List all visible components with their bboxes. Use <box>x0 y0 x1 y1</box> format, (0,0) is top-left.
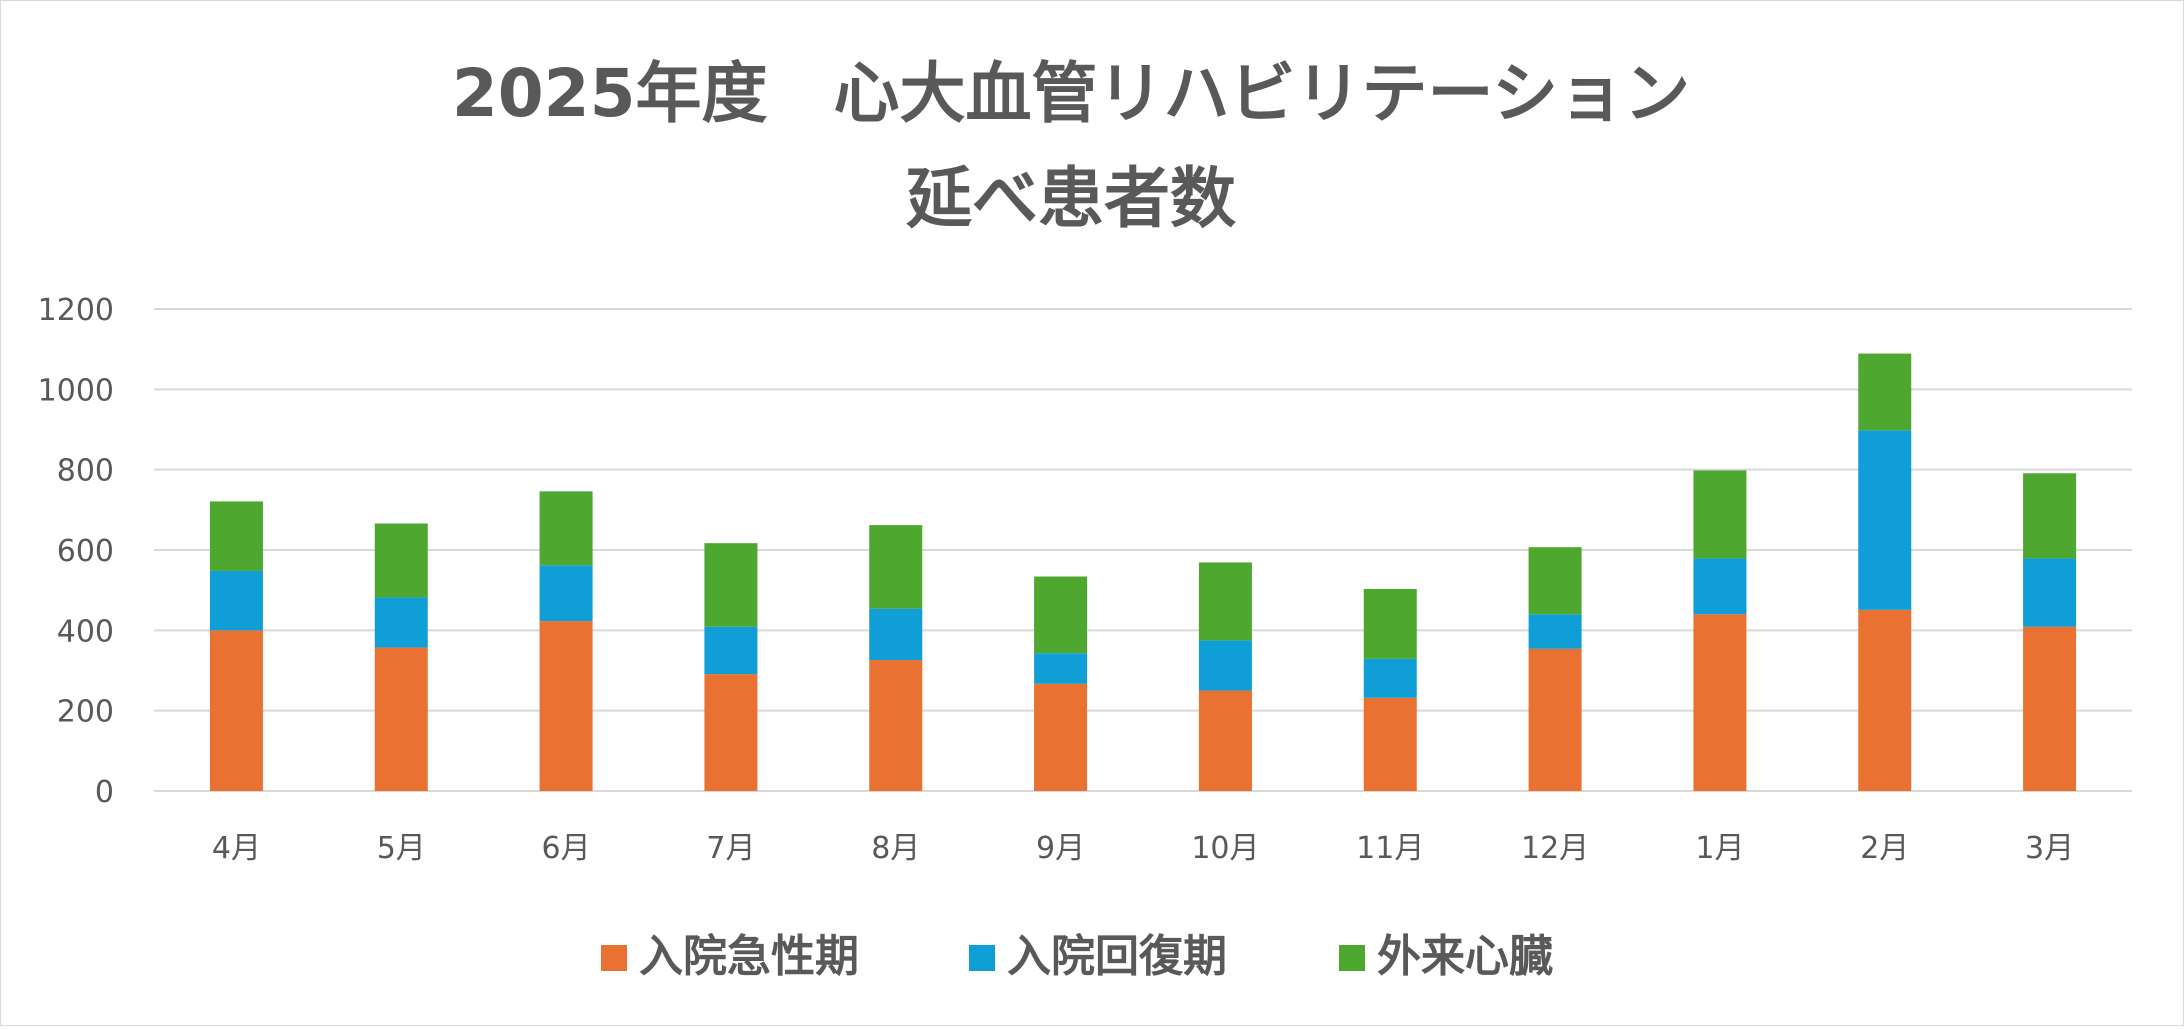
legend: 入院急性期 入院回復期 外来心臓 <box>601 931 1553 982</box>
x-axis-ticks: 4月 5月 6月 7月 8月 9月 10月 11月 12月 1月 2月 3月 <box>212 831 2074 866</box>
legend-swatch <box>601 945 627 971</box>
bar-入院急性期-6月 <box>539 621 593 791</box>
bar-外来心臓-1月 <box>1693 470 1747 559</box>
bar-入院回復期-3月 <box>2023 558 2077 627</box>
bar-入院急性期-3月 <box>2023 626 2077 791</box>
chart-title-line-1: 2025年度 心大血管リハビリテーション <box>452 55 1690 132</box>
bar-入院急性期-4月 <box>209 630 263 791</box>
x-tick-label: 5月 <box>377 831 426 866</box>
x-tick-label: 4月 <box>212 831 261 866</box>
bar-外来心臓-9月 <box>1034 576 1088 654</box>
bar-外来心臓-6月 <box>539 491 593 566</box>
bar-外来心臓-2月 <box>1858 353 1912 431</box>
bar-入院急性期-7月 <box>704 674 758 791</box>
bar-入院回復期-12月 <box>1528 614 1582 649</box>
bar-入院回復期-4月 <box>209 570 263 631</box>
y-tick-label: 1200 <box>38 293 114 328</box>
bar-入院急性期-5月 <box>374 647 428 791</box>
bar-外来心臓-5月 <box>374 523 428 598</box>
legend-label: 外来心臓 <box>1377 931 1553 982</box>
x-tick-label: 12月 <box>1521 831 1589 866</box>
x-tick-label: 10月 <box>1191 831 1259 866</box>
y-tick-label: 600 <box>57 534 114 569</box>
x-tick-label: 7月 <box>706 831 755 866</box>
chart-title-line-2: 延べ患者数 <box>906 160 1236 237</box>
bar-外来心臓-10月 <box>1198 562 1252 641</box>
legend-swatch <box>1339 945 1365 971</box>
bar-入院回復期-10月 <box>1198 640 1252 691</box>
bar-入院急性期-2月 <box>1858 609 1912 791</box>
bar-入院回復期-7月 <box>704 626 758 675</box>
bar-入院回復期-6月 <box>539 565 593 622</box>
legend-swatch <box>969 945 995 971</box>
bar-入院回復期-2月 <box>1858 430 1912 610</box>
x-tick-label: 1月 <box>1695 831 1744 866</box>
bar-外来心臓-12月 <box>1528 547 1582 615</box>
y-tick-label: 400 <box>57 614 114 649</box>
x-tick-label: 6月 <box>542 831 591 866</box>
gridlines <box>154 308 2132 792</box>
bar-入院回復期-1月 <box>1693 558 1747 615</box>
x-tick-label: 8月 <box>871 831 920 866</box>
legend-label: 入院回復期 <box>1007 931 1227 982</box>
x-tick-label: 11月 <box>1356 831 1424 866</box>
x-tick-label: 3月 <box>2025 831 2074 866</box>
bar-入院回復期-11月 <box>1363 658 1417 698</box>
bar-外来心臓-11月 <box>1363 588 1417 659</box>
bar-入院回復期-5月 <box>374 597 428 648</box>
x-tick-label: 2月 <box>1860 831 1909 866</box>
bars <box>209 353 2077 791</box>
bar-外来心臓-8月 <box>869 525 923 609</box>
y-tick-label: 200 <box>57 695 114 730</box>
y-tick-label: 800 <box>57 454 114 489</box>
bar-入院回復期-9月 <box>1034 653 1088 684</box>
x-tick-label: 9月 <box>1036 831 1085 866</box>
legend-label: 入院急性期 <box>639 931 859 982</box>
bar-入院急性期-1月 <box>1693 614 1747 791</box>
y-tick-label: 1000 <box>38 373 114 408</box>
y-tick-label: 0 <box>95 775 114 810</box>
bar-入院急性期-12月 <box>1528 648 1582 791</box>
bar-外来心臓-4月 <box>209 501 263 571</box>
bar-外来心臓-7月 <box>704 543 758 627</box>
bar-入院急性期-9月 <box>1034 683 1088 791</box>
y-axis-ticks: 0 200 400 600 800 1000 1200 <box>38 293 114 810</box>
bar-入院急性期-11月 <box>1363 697 1417 791</box>
bar-入院急性期-8月 <box>869 660 923 791</box>
bar-入院急性期-10月 <box>1198 690 1252 791</box>
bar-外来心臓-3月 <box>2023 473 2077 559</box>
bar-入院回復期-8月 <box>869 608 923 661</box>
